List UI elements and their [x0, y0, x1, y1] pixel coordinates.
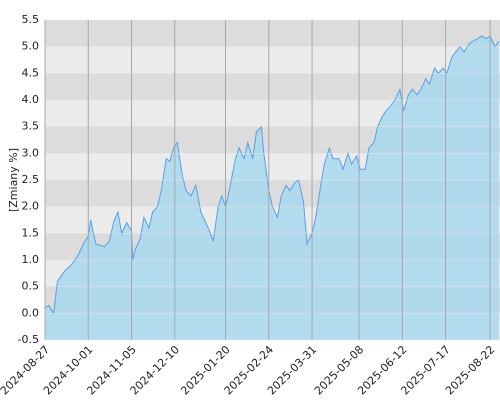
- grid-band: [45, 20, 500, 47]
- y-tick-label: 4.0: [22, 93, 40, 106]
- y-tick-label: 5.0: [22, 40, 40, 53]
- y-tick-label: 0.5: [22, 280, 40, 293]
- y-tick-label: 4.5: [22, 66, 40, 79]
- y-tick-label: 1.0: [22, 253, 40, 266]
- area: [45, 36, 499, 340]
- y-tick-label: 0.0: [22, 306, 40, 319]
- y-tick-label: 3.5: [22, 120, 40, 133]
- y-tick-label: 5.5: [22, 13, 40, 26]
- y-tick-label: 2.5: [22, 173, 40, 186]
- y-tick-label: 3.0: [22, 146, 40, 159]
- y-axis-label: [Zmiany %]: [7, 148, 20, 212]
- grid-band: [45, 46, 500, 74]
- y-tick-label: 2.0: [22, 200, 40, 213]
- y-tick-label: -0.5: [18, 333, 39, 346]
- y-tick-label: 1.5: [22, 226, 40, 239]
